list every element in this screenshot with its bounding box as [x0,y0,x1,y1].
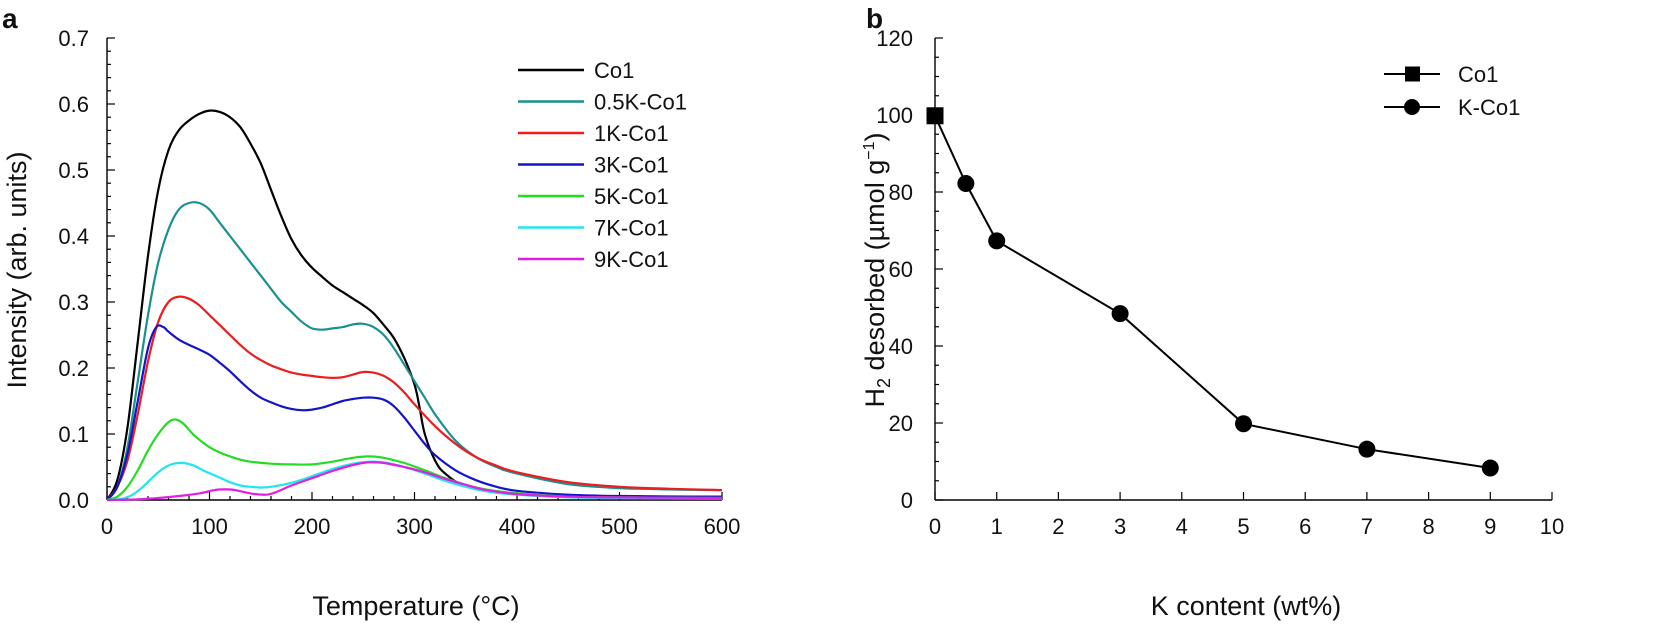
panel-b-x-tick-label: 10 [1540,514,1564,539]
panel-a-y-tick-label: 0.2 [58,356,89,381]
series-line-7k-co1 [106,460,723,502]
data-point-k-co1 [957,175,975,193]
panel-b-letter: b [866,3,883,34]
panel-b-x-tick-label: 8 [1422,514,1434,539]
panel-b-y-title-close: ) [860,133,890,142]
panel-a-x-tick-label: 600 [704,514,741,539]
panel-a-y-tick-label: 0.7 [58,26,89,51]
panel-a-x-tick-label: 300 [396,514,433,539]
legend-label: 3K-Co1 [594,153,669,178]
panel-a-x-tick-label: 500 [601,514,638,539]
panel-b-x-tick-label: 0 [929,514,941,539]
legend-marker-circle [1404,99,1420,115]
panel-b-y-title-sub: 2 [874,378,894,388]
data-point-k-co1 [1481,459,1499,477]
panel-a-y-tick-label: 0.0 [58,488,89,513]
data-point-k-co1 [1235,415,1252,433]
panel-a-x-tick-label: 400 [499,514,536,539]
series-line-9k-co1 [106,461,723,502]
panel-b-legend: Co1 K-Co1 [1384,62,1520,120]
panel-b-y-title-main: H [860,388,890,408]
legend-label: 1K-Co1 [594,121,669,146]
legend-label: Co1 [1458,62,1498,87]
panel-a-legend: Co1 0.5K-Co1 1K-Co1 3K-Co1 5K-Co1 7K-Co1 9K-Co… [518,58,687,272]
panel-b-y-title-rest: desorbed (µmol g [860,160,890,378]
panel-a-x-tick-label: 100 [191,514,228,539]
panel-b-x-tick-label: 5 [1237,514,1249,539]
panel-a-x-axis-title: Temperature (°C) [312,591,519,621]
data-point-k-co1 [1111,305,1129,323]
panel-b-x-tick-label: 6 [1299,514,1311,539]
panel-a-x-tick-label: 200 [294,514,331,539]
series-line-3k-co1 [106,324,723,501]
data-point-co1 [926,107,944,125]
panel-a-series [106,109,723,502]
panel-a-y-tick-label: 0.5 [58,158,89,183]
panel-b-x-tick-label: 2 [1052,514,1064,539]
panel-b-y-tick-label: 60 [889,257,913,282]
panel-b-x-tick-label: 3 [1114,514,1126,539]
panel-a-y-tick-label: 0.6 [58,92,89,117]
panel-b-y-axis-title: H2 desorbed (µmol g−1) [860,133,894,408]
legend-marker-square [1405,66,1420,82]
panel-b-x-axis-title: K content (wt%) [1151,591,1342,621]
legend-label: 9K-Co1 [594,247,669,272]
series-line-0-5k-co1 [106,201,723,501]
panel-b-x-tick-label: 7 [1361,514,1373,539]
panel-b-y-tick-label: 100 [876,103,913,128]
panel-a-axes: 0 100 200 300 400 500 600 0.0 0.1 0.2 0.3 0.4 0.5 0.6… [58,26,740,539]
panel-a-y-tick-label: 0.1 [58,422,89,447]
panel-b-y-tick-label: 40 [889,334,913,359]
panel-a-y-axis-title: Intensity (arb. units) [2,151,32,388]
legend-label: 0.5K-Co1 [594,90,687,115]
panel-a-letter: a [2,3,18,34]
panel-b-y-tick-label: 120 [876,26,913,51]
legend-label: Co1 [594,58,634,83]
panel-b-y-tick-label: 20 [889,411,913,436]
series-line-1k-co1 [106,295,723,501]
panel-b-series [926,107,1499,477]
panel-b-x-tick-label: 4 [1176,514,1188,539]
legend-label: 5K-Co1 [594,184,669,209]
panel-b-y-title-sup: −1 [861,141,878,159]
panel-a-y-tick-label: 0.3 [58,290,89,315]
panel-a: a 0 100 200 300 400 500 6000.00.10.20.30.40.50… [2,3,740,621]
panel-a-y-tick-label: 0.4 [58,224,89,249]
series-line-k-co1 [934,115,1491,469]
panel-b-x-tick-label: 9 [1484,514,1496,539]
panel-b-x-tick-label: 1 [991,514,1003,539]
legend-label: K-Co1 [1458,95,1520,120]
data-point-k-co1 [988,232,1006,250]
legend-label: 7K-Co1 [594,216,669,241]
panel-b-y-tick-label: 0 [901,488,913,513]
panel-a-x-tick-label: 0 [101,514,113,539]
panel-b-y-tick-label: 80 [889,180,913,205]
data-point-k-co1 [1358,440,1376,458]
